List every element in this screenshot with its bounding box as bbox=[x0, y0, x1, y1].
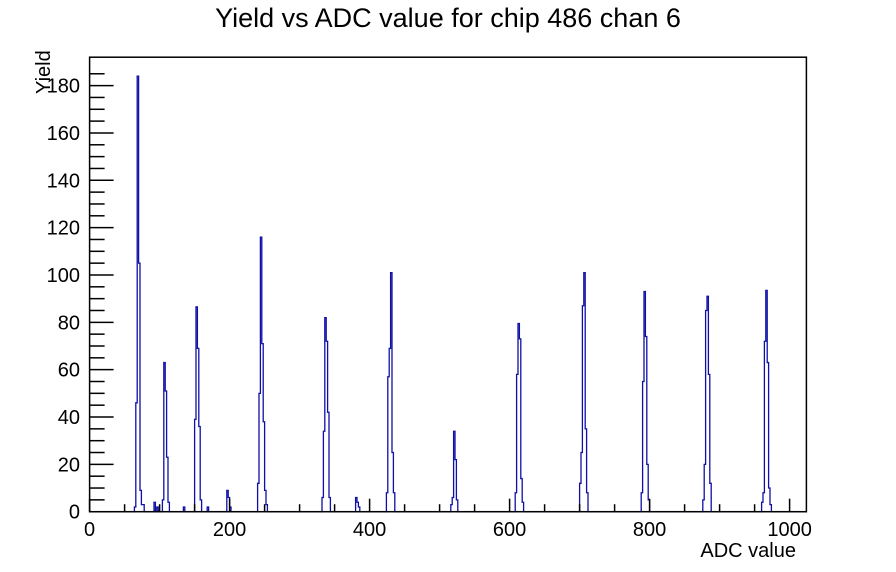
x-tick-label: 400 bbox=[353, 519, 386, 541]
x-tick-label: 600 bbox=[493, 519, 526, 541]
x-tick-label: 0 bbox=[84, 519, 95, 541]
chart-title: Yield vs ADC value for chip 486 chan 6 bbox=[215, 3, 681, 33]
x-axis-tick-labels: 0 200 400 600 800 1000 bbox=[84, 519, 812, 541]
y-tick-label: 120 bbox=[47, 218, 80, 240]
histogram-line bbox=[89, 75, 807, 513]
y-tick-label: 160 bbox=[47, 123, 80, 145]
y-tick-label: 100 bbox=[47, 265, 80, 287]
y-axis-tick-labels: 0 20 40 60 80 100 120 140 160 180 bbox=[47, 76, 80, 524]
y-tick-label: 40 bbox=[58, 407, 80, 429]
y-axis-ticks bbox=[89, 73, 114, 513]
y-tick-label: 140 bbox=[47, 170, 80, 192]
plot-frame bbox=[88, 56, 808, 513]
x-tick-label: 1000 bbox=[767, 519, 812, 541]
y-axis-title: Yield bbox=[33, 50, 55, 94]
x-tick-label: 200 bbox=[213, 519, 246, 541]
y-tick-label: 20 bbox=[58, 454, 80, 476]
y-tick-label: 60 bbox=[58, 360, 80, 382]
x-axis-ticks bbox=[88, 498, 791, 512]
x-axis-title: ADC value bbox=[700, 540, 796, 562]
y-tick-label: 0 bbox=[69, 502, 80, 524]
y-tick-label: 180 bbox=[47, 76, 80, 98]
y-tick-label: 80 bbox=[58, 312, 80, 334]
x-tick-label: 800 bbox=[633, 519, 666, 541]
